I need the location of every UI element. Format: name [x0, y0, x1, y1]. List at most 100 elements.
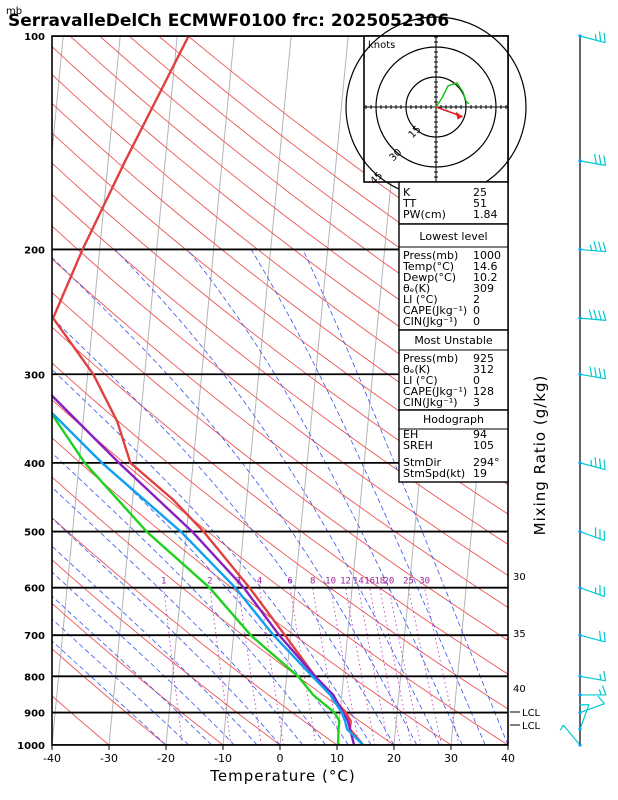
- chart-title: SerravalleDelCh ECMWF0100 frc: 202505230…: [8, 11, 449, 31]
- most-unstable-row-label: Press(mb): [403, 352, 458, 365]
- wind-barb-staff: [579, 531, 605, 542]
- dry-adiabat-line: [52, 517, 338, 745]
- wind-barb-staff: [579, 587, 605, 598]
- most-unstable-row-label: LI (°C): [403, 374, 438, 387]
- wind-barb-flag: [603, 459, 606, 470]
- isotherm-line: [108, 36, 178, 745]
- pressure-label: 100: [24, 32, 45, 43]
- x-tick-label: 40: [501, 752, 515, 765]
- hodograph-stats-row-label: StmDir: [403, 456, 442, 469]
- mixing-ratio-label: 8: [310, 577, 315, 587]
- wind-barb-flag: [602, 241, 607, 252]
- wind-barb-dot: [578, 159, 582, 163]
- dry-adiabat-line: [52, 559, 281, 745]
- hodograph-trace: [435, 82, 470, 108]
- theta-label: 40: [513, 684, 526, 695]
- mixing-ratio-label: 12: [340, 577, 351, 587]
- dry-adiabat-line: [52, 74, 508, 429]
- wind-barb-dot: [578, 693, 582, 697]
- pressure-label: 500: [24, 528, 45, 539]
- moist-adiabat-line: [52, 595, 212, 745]
- pressure-label: 200: [24, 245, 45, 256]
- wind-barb: [578, 309, 607, 322]
- dry-adiabat-line: [52, 102, 508, 457]
- wind-barb-flag: [598, 154, 602, 165]
- wind-barb-dot: [578, 727, 582, 731]
- lowest-level-box: [398, 223, 509, 331]
- wind-barb-flag: [594, 34, 597, 41]
- wind-barb-dot: [578, 710, 582, 715]
- dry-adiabat-line: [52, 326, 508, 675]
- wind-barb-flag: [589, 244, 593, 251]
- wind-barb-staff: [579, 675, 606, 682]
- wind-barb: [578, 31, 606, 44]
- mixing-ratio-line: [209, 587, 232, 745]
- lowest-level-row-label: LI (°C): [403, 293, 438, 306]
- dry-adiabat-line: [52, 362, 508, 710]
- dry-adiabat-line: [52, 437, 452, 745]
- mixing-ratio-line: [330, 587, 360, 745]
- lowest-level-title: Lowest level: [419, 230, 487, 243]
- dry-adiabat-line: [52, 162, 508, 515]
- most-unstable-row-label: θₑ(K): [403, 363, 430, 376]
- mixing-ratio-line: [379, 587, 412, 745]
- moist-adiabat-line: [52, 486, 304, 745]
- profile-parcel: [52, 394, 356, 745]
- isotherm-line: [222, 36, 292, 745]
- wind-barb-flag: [597, 310, 602, 321]
- wind-barb-flag: [589, 366, 593, 377]
- hodograph-stats-row-value: 294°: [473, 456, 500, 469]
- most-unstable-row-value: 0: [473, 374, 480, 387]
- lcl-label: LCL: [522, 708, 541, 719]
- mixing-ratio-line: [163, 587, 183, 745]
- most-unstable-row-value: 128: [473, 385, 494, 398]
- wind-barb-staff: [562, 724, 581, 746]
- mixing-ratio-label: 30: [419, 577, 430, 587]
- dry-adiabat-line: [52, 602, 224, 745]
- lowest-level-row-value: 14.6: [473, 260, 498, 273]
- dry-adiabat-line: [52, 399, 508, 745]
- x-tick-label: 20: [387, 752, 401, 765]
- lowest-level-row-value: 1000: [473, 249, 501, 262]
- wind-barb-flag: [601, 685, 607, 696]
- wind-barb-staff: [579, 248, 606, 253]
- mixing-ratio-label: 6: [287, 577, 292, 587]
- most-unstable-row-label: CIN(Jkg⁻¹): [403, 396, 458, 409]
- lowest-level-row-value: 2: [473, 293, 480, 306]
- lowest-level-row-label: CAPE(Jkg⁻¹): [403, 304, 467, 317]
- lowest-level-row-value: 309: [473, 282, 494, 295]
- profile-virtual: [52, 411, 365, 745]
- dry-adiabat-line: [52, 476, 395, 745]
- wind-barb-staff: [579, 373, 606, 380]
- profile-lines: [52, 36, 365, 745]
- lowest-level-row-label: θₑ(K): [403, 282, 430, 295]
- wind-barb-dot: [578, 461, 582, 465]
- hodograph-stats-row-label: SREH: [403, 439, 433, 452]
- wind-barb-flag: [597, 695, 605, 705]
- theta-label: 35: [513, 629, 526, 640]
- pressure-label: 700: [24, 631, 45, 642]
- wind-barb-flag: [603, 155, 607, 166]
- lowest-level-row-value: 10.2: [473, 271, 498, 284]
- wind-barb-staff: [579, 703, 605, 714]
- mixing-ratio-line: [312, 587, 341, 745]
- pressure-label: 300: [24, 370, 45, 381]
- pressure-unit: mb: [6, 6, 22, 17]
- wind-barb-flag: [594, 457, 597, 468]
- x-tick-label: -10: [214, 752, 232, 765]
- index-row-label: PW(cm): [403, 208, 446, 221]
- isotherm-line: [279, 36, 349, 745]
- wind-barb-flag: [593, 241, 598, 252]
- pressure-label: 600: [24, 584, 45, 595]
- wind-barbs: [559, 31, 607, 747]
- hodograph-stats-title: Hodograph: [423, 413, 484, 426]
- wind-barb-flag: [593, 367, 597, 378]
- mixing-ratio-line: [357, 587, 389, 745]
- wind-barb-flag: [599, 673, 602, 681]
- x-tick-label: -40: [43, 752, 61, 765]
- wind-barb-flag: [593, 309, 598, 320]
- wind-barb-staff: [579, 35, 606, 44]
- wind-barb-flag: [598, 689, 602, 696]
